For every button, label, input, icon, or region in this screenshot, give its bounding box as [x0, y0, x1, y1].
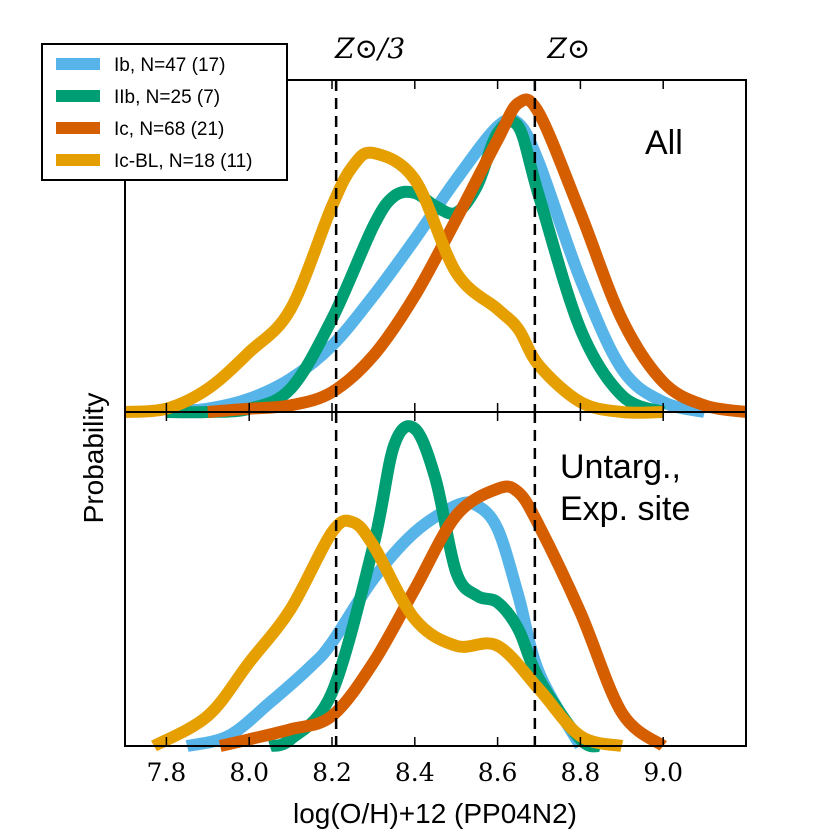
- panel-annotation: All: [645, 124, 683, 162]
- reference-line-label: Z⊙: [546, 32, 590, 65]
- series-line-3: [218, 480, 667, 752]
- panel-1: All: [124, 79, 747, 419]
- legend-label: Ic-BL, N=18 (11): [114, 151, 253, 172]
- x-tick-label: 8.6: [478, 758, 518, 787]
- x-tick-label: 8.4: [395, 758, 435, 787]
- panel-2: Untarg., Exp. site: [124, 411, 747, 753]
- panel-annotation: Untarg., Exp. site: [560, 448, 690, 528]
- legend-label: IIb, N=25 (7): [114, 87, 220, 108]
- x-axis-label: log(O/H)+12 (PP04N2): [293, 798, 577, 829]
- panels: All Untarg., Exp. site 7.8 8.0 8.2 8.4 8.6 8.8 9.…: [124, 32, 747, 787]
- x-tick-labels: 7.8 8.0 8.2 8.4 8.6 8.8 9.0: [147, 758, 684, 787]
- x-tick-label: 8.8: [561, 758, 601, 787]
- panel-annotation-line: Exp. site: [560, 490, 690, 528]
- x-tick-label: 9.0: [643, 758, 683, 787]
- x-tick-label: 7.8: [147, 758, 187, 787]
- series-line-2: [166, 115, 666, 419]
- legend-label: Ic, N=68 (21): [114, 119, 224, 140]
- panel-annotation-line: All: [645, 124, 683, 162]
- reference-line-label: Z⊙/3: [334, 32, 405, 65]
- legend: Ib, N=47 (17) IIb, N=25 (7) Ic, N=68 (21) I…: [41, 43, 288, 181]
- series-line-1: [185, 496, 586, 752]
- y-axis-label: Probability: [78, 393, 109, 524]
- series-line-2: [268, 420, 603, 753]
- series-line-3: [207, 93, 747, 418]
- reference-line-labels: Z⊙/3 Z⊙: [334, 32, 590, 65]
- panel-annotation-line: Untarg.,: [560, 448, 681, 486]
- series-line-4: [124, 146, 664, 419]
- x-tick-label: 8.0: [229, 758, 269, 787]
- x-tick-label: 8.2: [312, 758, 352, 787]
- series-line-4: [151, 514, 624, 752]
- series-line-1: [165, 113, 707, 418]
- axes-frame: [124, 411, 747, 747]
- legend-label: Ib, N=47 (17): [114, 55, 225, 76]
